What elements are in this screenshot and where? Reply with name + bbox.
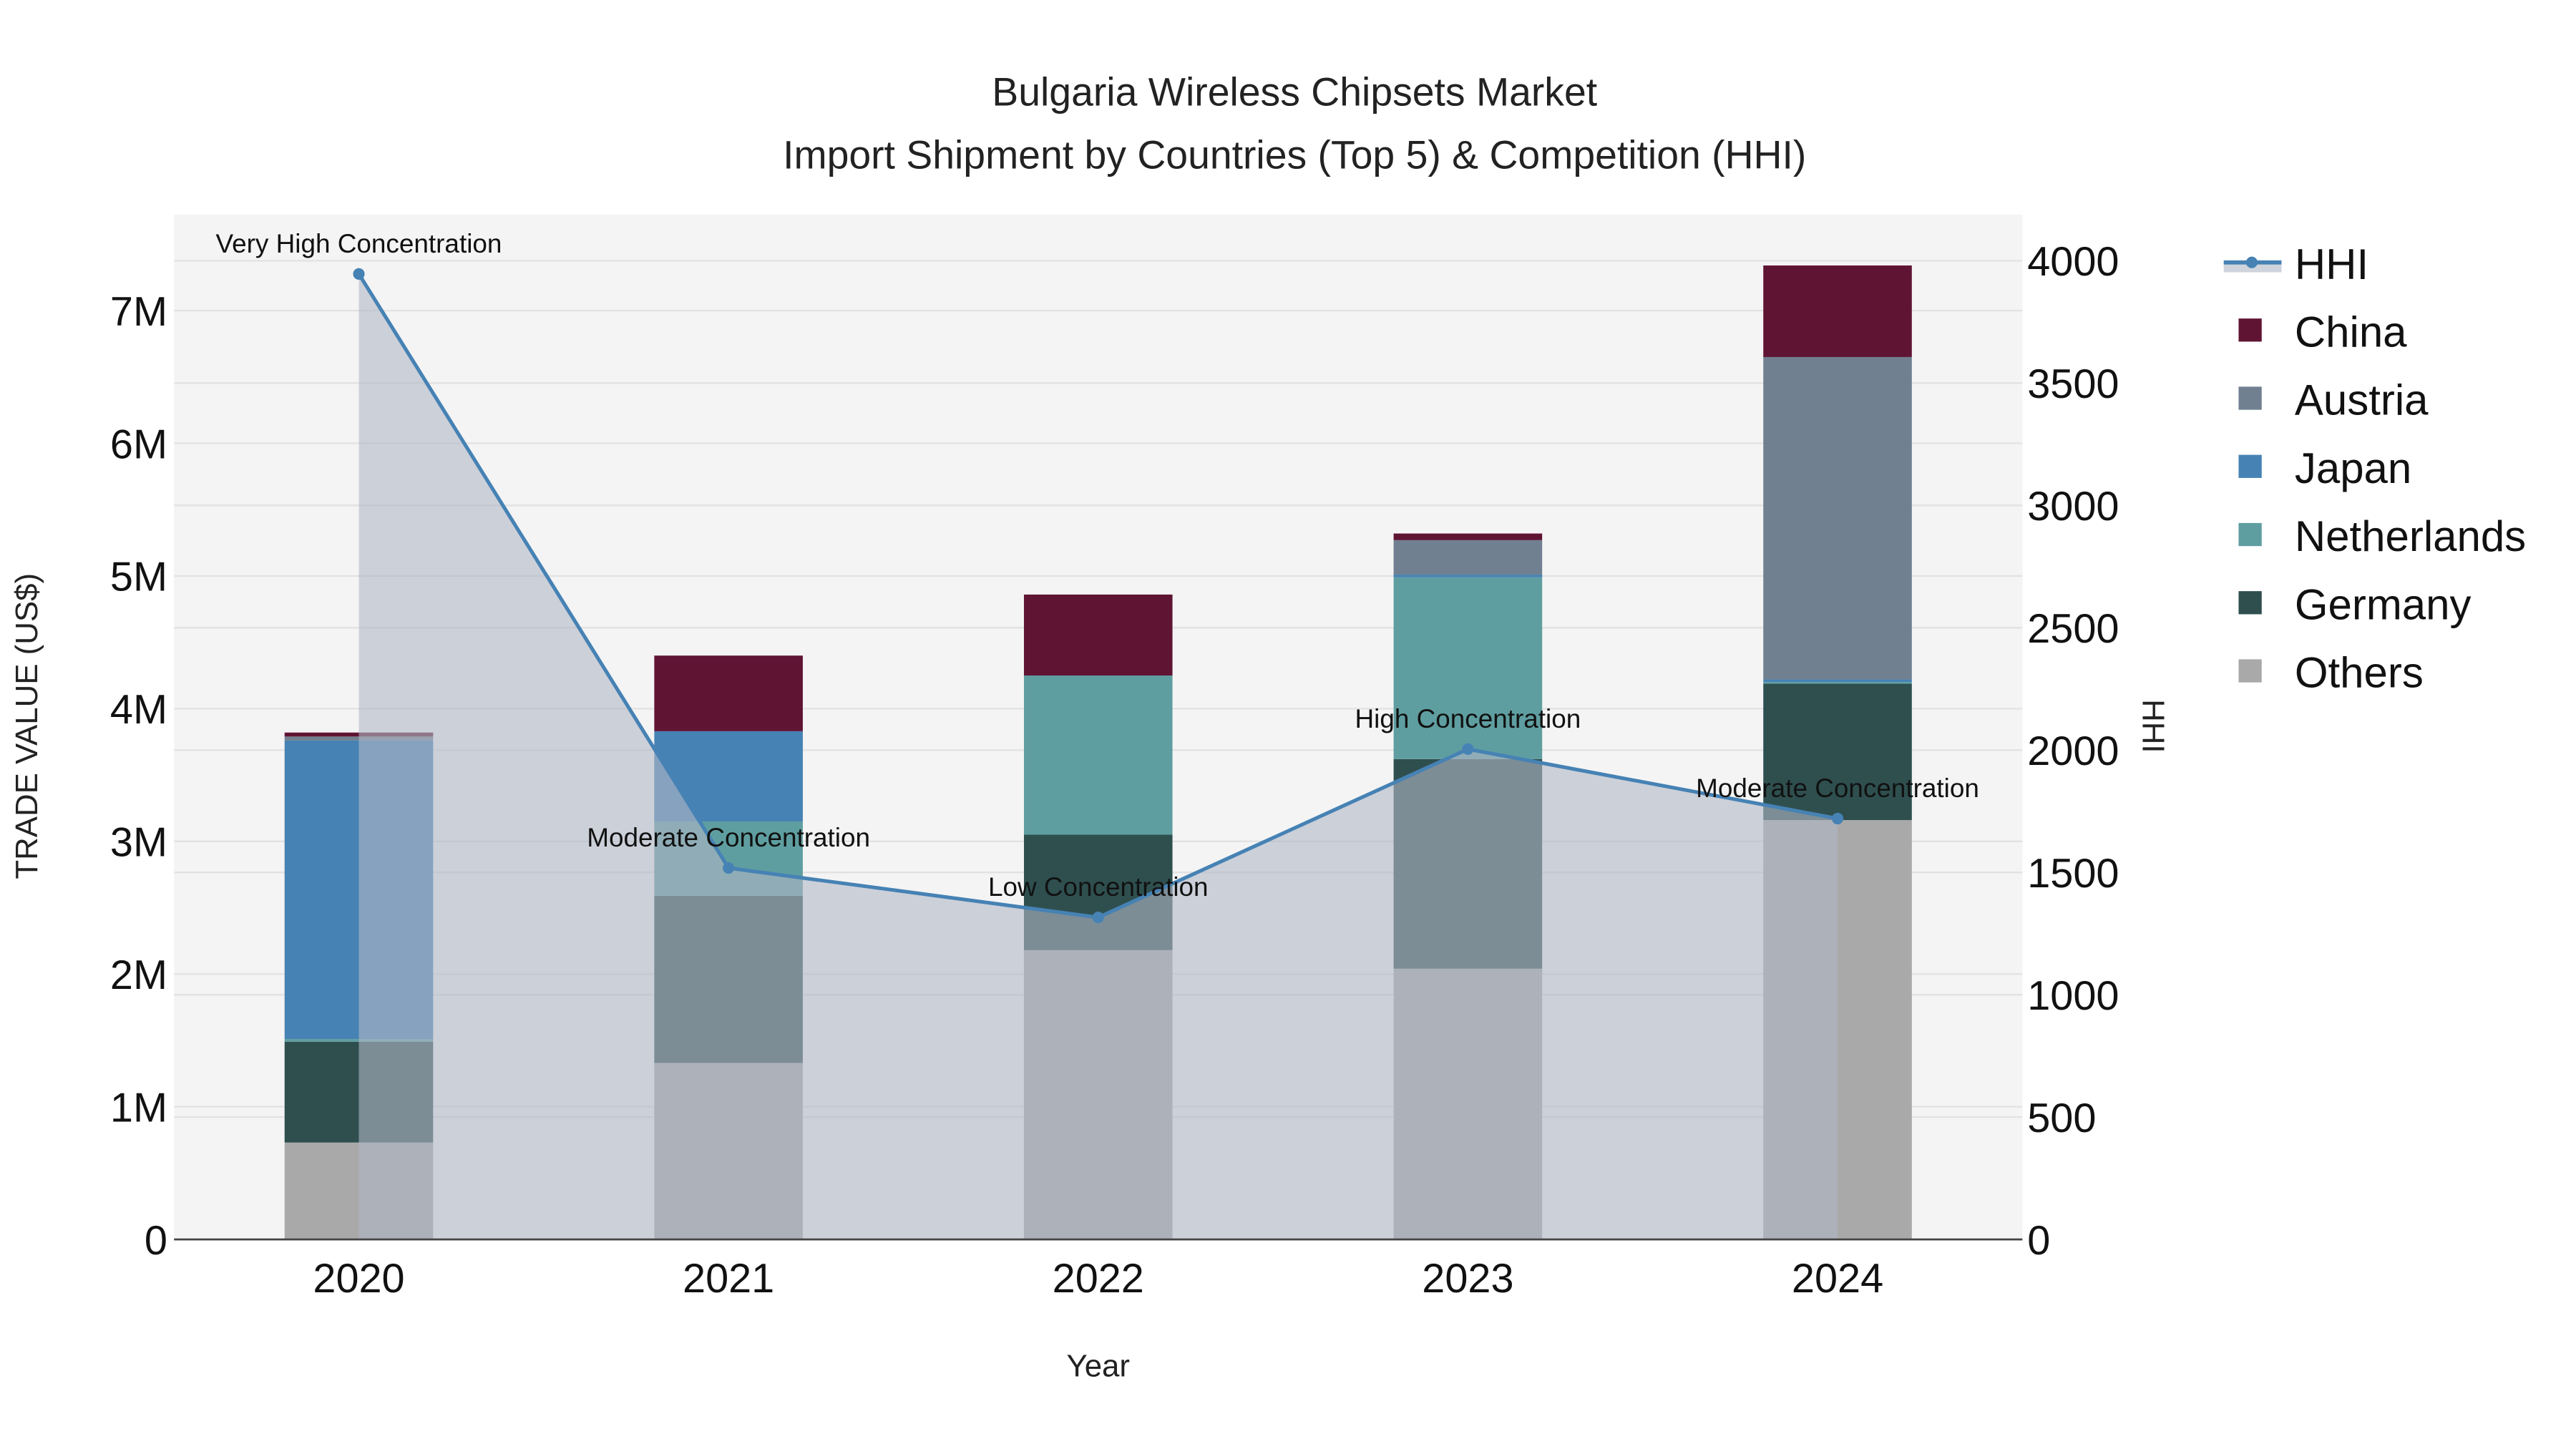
legend: HHI China Austria Japan Netherlands Germany Ot… [2223, 240, 2526, 697]
bar-netherlands-2022 [1023, 675, 1173, 835]
legend-swatch-netherlands [2238, 522, 2262, 547]
x-tick-label: 2020 [313, 1256, 404, 1302]
bar-netherlands-2023 [1393, 577, 1543, 759]
chart-subtitle: Import Shipment by Countries (Top 5) & C… [783, 132, 1806, 177]
y-tick-label: 7M [110, 289, 167, 335]
legend-swatch-austria [2238, 386, 2262, 410]
bar-austria-2023 [1393, 540, 1543, 575]
y2-tick-label: 500 [2027, 1096, 2096, 1141]
legend-swatch-china [2238, 318, 2262, 342]
legend-label-austria: Austria [2295, 376, 2429, 424]
legend-swatch-japan [2238, 454, 2262, 478]
hhi-annotation: High Concentration [1355, 704, 1581, 733]
y-axis-title: TRADE VALUE (US$) [9, 573, 44, 879]
hhi-area [358, 273, 1838, 1240]
x-axis-title: Year [1067, 1349, 1131, 1384]
y2-tick-label: 1500 [2027, 851, 2119, 897]
bar-netherlands-2024 [1763, 682, 1912, 684]
y-tick-label: 5M [110, 555, 167, 600]
bar-germany-2024 [1763, 683, 1912, 821]
legend-swatch-others [2238, 659, 2262, 683]
hhi-point-2023 [1462, 743, 1474, 755]
x-tick-label: 2024 [1792, 1256, 1883, 1302]
hhi-annotation: Low Concentration [988, 872, 1209, 902]
y2-tick-label: 2000 [2027, 728, 2119, 774]
y2-axis-title: HHI [2136, 699, 2171, 753]
bar-china-2022 [1023, 594, 1173, 676]
bar-china-2024 [1763, 265, 1912, 357]
hhi-point-2021 [723, 862, 735, 874]
hhi-point-2024 [1831, 812, 1844, 825]
legend-swatch-germany [2238, 591, 2262, 615]
y-tick-label: 0 [145, 1218, 167, 1264]
legend-label-others: Others [2295, 649, 2424, 697]
bar-china-2021 [654, 655, 803, 731]
x-tick-label: 2023 [1422, 1256, 1513, 1302]
hhi-annotation: Moderate Concentration [1696, 774, 1979, 803]
bar-austria-2024 [1763, 356, 1912, 680]
legend-hhi-marker-icon [2245, 256, 2258, 268]
y-tick-label: 1M [110, 1085, 167, 1131]
hhi-annotation: Moderate Concentration [587, 823, 870, 852]
y2-tick-label: 3500 [2027, 361, 2119, 407]
y2-tick-label: 2500 [2027, 606, 2119, 652]
bar-japan-2024 [1763, 679, 1912, 683]
y2-tick-label: 4000 [2027, 239, 2119, 285]
y-tick-label: 6M [110, 421, 167, 467]
bar-china-2023 [1393, 533, 1543, 540]
y-tick-label: 2M [110, 952, 167, 998]
bar-japan-2023 [1393, 575, 1543, 577]
legend-label-germany: Germany [2295, 580, 2472, 628]
legend-label-netherlands: Netherlands [2295, 512, 2526, 560]
chart-title: Bulgaria Wireless Chipsets Market [992, 70, 1597, 114]
x-tick-label: 2021 [683, 1256, 774, 1302]
hhi-annotation: Very High Concentration [216, 229, 502, 258]
y-tick-label: 4M [110, 687, 167, 733]
legend-label-japan: Japan [2295, 444, 2411, 492]
y-tick-label: 3M [110, 820, 167, 866]
legend-label-china: China [2295, 308, 2407, 356]
x-tick-label: 2022 [1053, 1256, 1144, 1302]
y2-tick-label: 1000 [2027, 973, 2119, 1019]
y2-tick-label: 0 [2027, 1218, 2050, 1264]
y2-tick-label: 3000 [2027, 484, 2119, 530]
hhi-point-2020 [353, 268, 365, 280]
legend-label-hhi: HHI [2295, 240, 2368, 288]
hhi-point-2022 [1092, 912, 1104, 924]
